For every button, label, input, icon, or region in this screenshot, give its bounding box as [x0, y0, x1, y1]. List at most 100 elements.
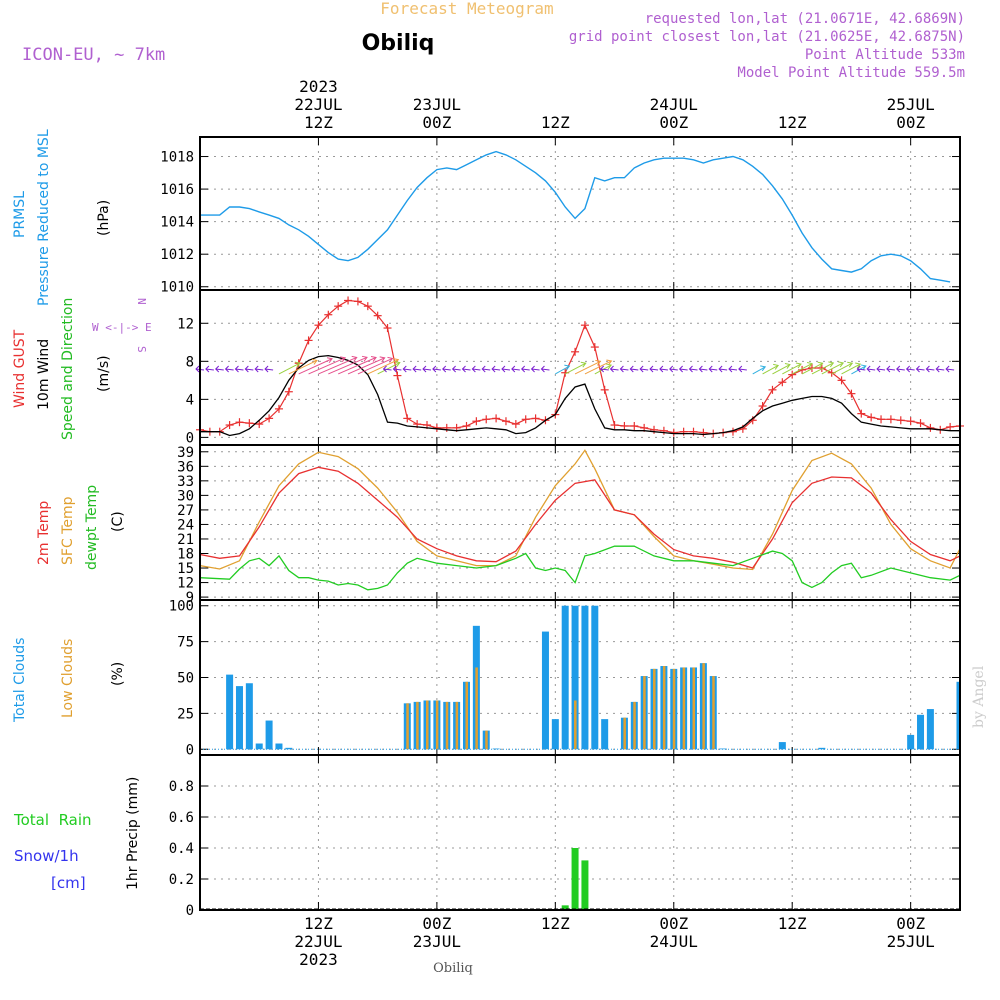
wind-dir-arrow [255, 368, 264, 371]
wind-dir-arrowhead [945, 365, 950, 373]
wind-dir-arrow [857, 368, 866, 371]
total-cloud-bar [818, 747, 826, 750]
wind-dir-arrowhead [471, 365, 476, 373]
label-10m-wind: 10m Wind [36, 339, 52, 410]
label-sfc-temp: SFC Temp [60, 496, 76, 565]
prmsl-line [200, 150, 951, 283]
ytick-label: 36 [177, 459, 194, 475]
ytick-label: 1014 [160, 215, 194, 231]
wind-dir-arrowhead [925, 365, 930, 373]
label-c: (C) [110, 511, 126, 532]
wind-dir-arrow [278, 362, 301, 375]
wind-dir-arrowhead [402, 365, 407, 373]
wind-dir-arrow [377, 362, 401, 375]
wind-dir-arrowhead [379, 356, 386, 363]
wind-dir-arrowhead [361, 355, 368, 362]
wind-dir-arrowhead [896, 365, 901, 373]
wind-dir-arrow [367, 359, 399, 375]
ytick-label: 1016 [160, 182, 194, 198]
bottom-tick-label: 00Z [896, 914, 925, 933]
label-prmsl: PRMSL [12, 191, 28, 238]
wind-dir-arrowhead [205, 365, 210, 373]
bottom-tick-label: 00Z [659, 914, 688, 933]
wind-dir-arrowhead [244, 365, 249, 373]
wind-dir-arrow [205, 368, 214, 371]
total-cloud-bar [226, 674, 234, 750]
pressure-labels: PRMSL Pressure Reduced to MSL (hPa) [12, 129, 112, 306]
wind-dir-arrow [235, 368, 244, 371]
bottom-tick-label: 12Z [304, 914, 333, 933]
wind-dir-arrowhead [326, 357, 333, 364]
total-cloud-bar [285, 747, 293, 750]
wind-dir-arrow [462, 368, 471, 371]
wind-dir-arrowhead [442, 365, 447, 373]
wind-dir-arrow [886, 368, 895, 371]
total-cloud-bar [926, 709, 934, 750]
top-tick-label: 12Z [304, 113, 333, 132]
wind-dir-arrowhead [915, 365, 920, 373]
wind-dir-arrow [876, 368, 886, 371]
wind-dir-arrowhead [521, 365, 526, 373]
wind-dir-arrow [383, 368, 392, 371]
label-total-clouds: Total Clouds [12, 638, 28, 723]
wind-dir-arrowhead [639, 365, 644, 373]
wind-dir-arrow [393, 368, 402, 371]
total-cloud-bar [245, 683, 253, 750]
total-cloud-bar [541, 631, 549, 750]
wind-dir-arrowhead [481, 365, 486, 373]
ytick-label: 0.2 [169, 872, 194, 888]
top-tick-label: 25JUL [887, 95, 935, 114]
wind-dir-arrowhead [224, 365, 229, 373]
wind-dir-arrowhead [254, 365, 259, 373]
model-label: ICON-EU, ~ 7km [22, 45, 165, 65]
wind-dir-arrow [831, 362, 853, 375]
total-cloud-bar [778, 742, 786, 750]
ytick-label: 25 [177, 706, 194, 722]
wind-dir-arrow [265, 368, 274, 371]
wind-dir-arrowhead [847, 361, 854, 368]
wind-dir-arrow [225, 368, 234, 371]
ytick-label: 50 [177, 671, 194, 687]
wind-dir-arrow [584, 360, 612, 375]
wind-dir-arrow [432, 368, 441, 371]
wind-dir-arrow [738, 368, 747, 371]
top-tick-label: 12Z [541, 113, 570, 132]
low-cloud-bar [662, 666, 666, 750]
wind-dir-arrowhead [935, 365, 940, 373]
wind-dir-arrow [442, 368, 451, 371]
ytick-label: 12 [177, 316, 194, 332]
wind-dir-arrow [482, 368, 491, 371]
wind-dir-arrowhead [817, 361, 824, 368]
wind-dir-arrow [640, 368, 649, 371]
wind-dir-arrowhead [540, 365, 545, 373]
gust-line [199, 299, 961, 435]
bottom-tick-label: 12Z [778, 914, 807, 933]
wind-dir-arrow [699, 368, 708, 371]
wind-dir-arrowhead [728, 365, 733, 373]
ytick-label: 1018 [160, 150, 194, 166]
requested-coords: requested lon,lat (21.0671E, 42.6869N) [645, 11, 965, 27]
total-cloud-bar [235, 686, 243, 750]
ytick-label: 100 [169, 599, 194, 615]
low-cloud-bar [406, 703, 409, 750]
total-cloud-bar [591, 605, 599, 750]
wind-dir-arrow [936, 368, 945, 371]
low-cloud-bar [672, 668, 676, 750]
ytick-label: 0 [186, 742, 194, 758]
credit-watermark: by Angel [971, 665, 987, 728]
wind-dir-arrowhead [688, 365, 693, 373]
wind-dir-arrowhead [340, 356, 347, 363]
top-tick-label: 24JUL [650, 95, 698, 114]
wind-dir-arrow [926, 368, 935, 371]
wind-dir-arrowhead [629, 365, 634, 373]
wind-dir-arrow [555, 365, 570, 375]
wind-dir-arrowhead [876, 365, 881, 373]
bottom-tick-label: 22JUL [294, 932, 342, 951]
model-altitude: Model Point Altitude 559.5m [737, 65, 965, 81]
wind-dir-arrowhead [294, 361, 301, 368]
ytick-label: 1010 [160, 280, 194, 296]
wind-dir-arrowhead [595, 359, 602, 366]
wind-dir-arrow [492, 368, 501, 371]
clouds-panel: 0 25 50 75 100 [169, 599, 961, 758]
